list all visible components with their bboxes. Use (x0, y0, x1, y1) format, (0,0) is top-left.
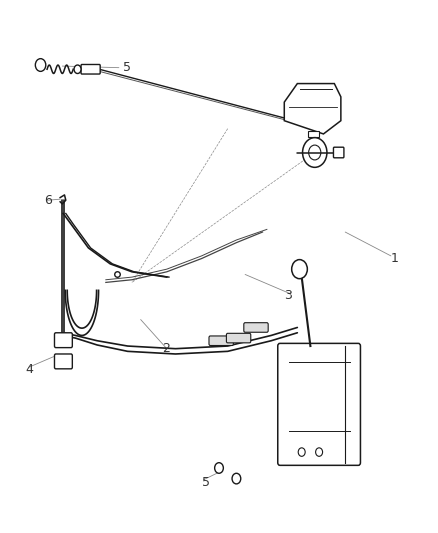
Text: 4: 4 (25, 364, 33, 376)
FancyBboxPatch shape (278, 343, 360, 465)
Text: 3: 3 (284, 289, 292, 302)
Text: 5: 5 (123, 61, 131, 74)
FancyBboxPatch shape (333, 147, 344, 158)
Text: 2: 2 (162, 342, 170, 355)
Circle shape (309, 145, 321, 160)
Circle shape (74, 65, 81, 74)
FancyBboxPatch shape (244, 322, 268, 332)
Circle shape (292, 260, 307, 279)
Text: 1: 1 (391, 252, 399, 265)
Text: 5: 5 (201, 477, 210, 489)
Circle shape (215, 463, 223, 473)
Text: 6: 6 (44, 193, 52, 207)
Polygon shape (284, 84, 341, 134)
FancyBboxPatch shape (226, 333, 251, 343)
FancyBboxPatch shape (81, 64, 100, 74)
Circle shape (316, 448, 322, 456)
Bar (308, 131, 319, 136)
Circle shape (298, 448, 305, 456)
Circle shape (35, 59, 46, 71)
FancyBboxPatch shape (54, 354, 72, 369)
FancyBboxPatch shape (209, 336, 233, 345)
Circle shape (303, 138, 327, 167)
FancyBboxPatch shape (54, 333, 72, 348)
Circle shape (232, 473, 241, 484)
